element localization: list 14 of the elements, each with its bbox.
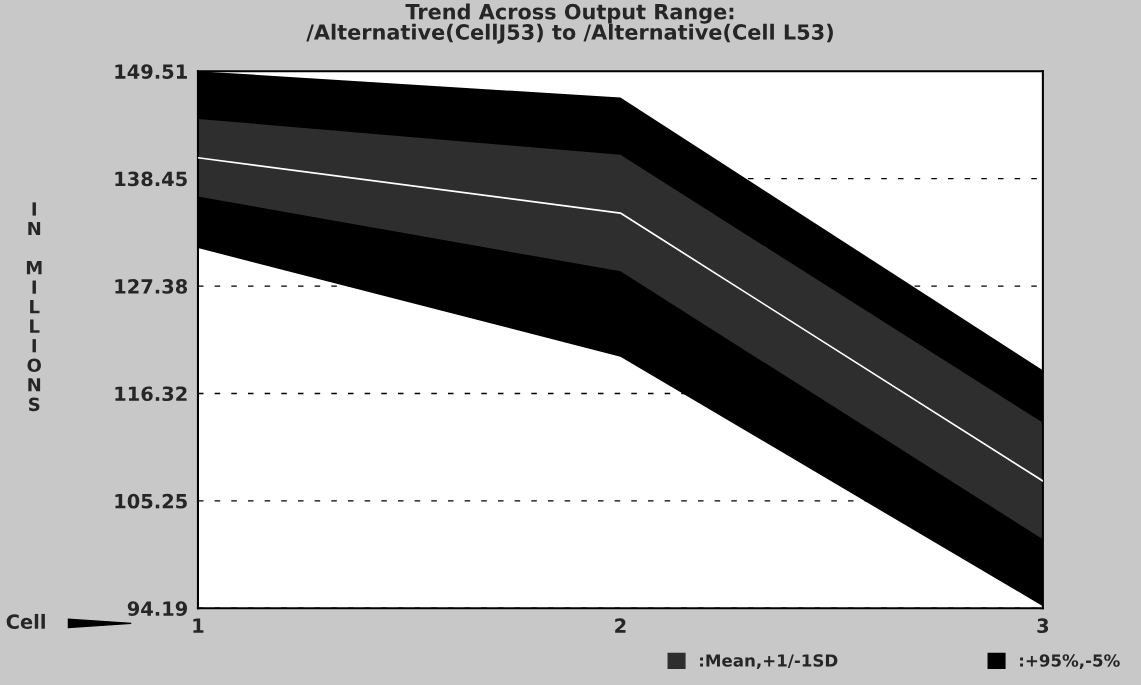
text: IN MILLIONS [26, 202, 42, 412]
y-tick-label: 138.45 [115, 171, 187, 187]
x-tick-label: 2 [615, 618, 626, 633]
y-tick-label: 127.38 [115, 279, 188, 294]
y-tick-label: 116.32 [115, 386, 187, 402]
x-tick-label: 1 [193, 618, 204, 633]
x-axis-title: Cell [6, 613, 45, 629]
x-tick-label: 3 [1037, 618, 1049, 634]
y-tick-label: 149.51 [115, 64, 187, 79]
legend-label: :+95%,-5% [1020, 654, 1120, 669]
chart-title: Trend Across Output Range: /Alternative(CellJ53) to /Alternative(Cell L53) [306, 3, 833, 44]
y-tick-label: 105.25 [115, 493, 187, 509]
legend-label: :Mean,+1/-1SD [700, 654, 838, 669]
y-tick-label: 94.19 [127, 601, 187, 616]
